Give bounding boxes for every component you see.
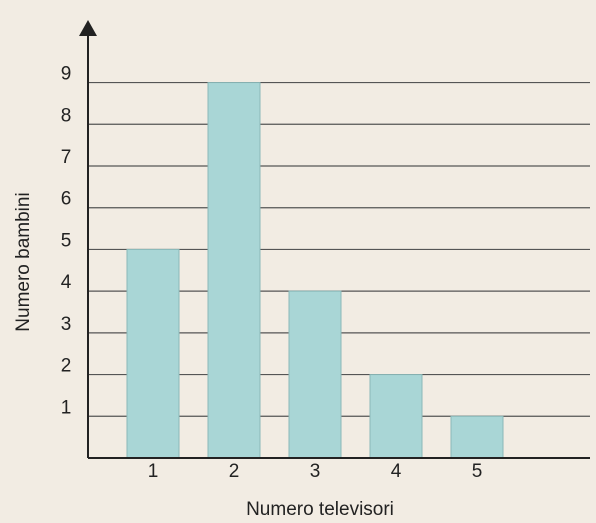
y-axis-arrow [79, 20, 97, 36]
bar [450, 415, 504, 459]
bar [288, 290, 342, 459]
x-tick-label: 1 [148, 461, 159, 482]
x-tick-label: 5 [472, 461, 483, 482]
x-axis-label: Numero televisori [246, 499, 394, 520]
bar [207, 82, 261, 459]
bar [126, 248, 180, 459]
y-axis-label: Numero bambini [13, 192, 34, 331]
x-tick-label: 3 [310, 461, 321, 482]
y-tick-label: 4 [61, 272, 72, 293]
x-tick-label: 4 [391, 461, 402, 482]
y-tick-label: 8 [61, 105, 72, 126]
y-tick-label: 1 [61, 397, 72, 418]
y-tick-label: 2 [61, 356, 72, 377]
y-tick-label: 6 [61, 189, 72, 210]
y-tick-label: 7 [61, 147, 72, 168]
y-tick-label: 9 [61, 64, 72, 85]
x-tick-label: 2 [229, 461, 240, 482]
bar [369, 374, 423, 459]
y-tick-label: 5 [61, 230, 72, 251]
y-tick-label: 3 [61, 314, 72, 335]
